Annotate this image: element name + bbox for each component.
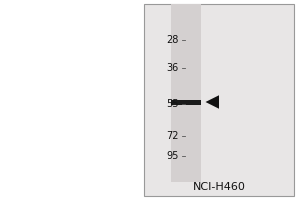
Text: NCI-H460: NCI-H460	[193, 182, 245, 192]
Polygon shape	[206, 95, 219, 109]
Text: 55: 55	[166, 99, 178, 109]
Text: 95: 95	[166, 151, 178, 161]
Text: 72: 72	[166, 131, 178, 141]
Bar	[171, 4, 201, 182]
Text: 28: 28	[166, 35, 178, 45]
Bar	[171, 99, 201, 104]
FancyBboxPatch shape	[144, 4, 294, 196]
Text: 36: 36	[166, 63, 178, 73]
